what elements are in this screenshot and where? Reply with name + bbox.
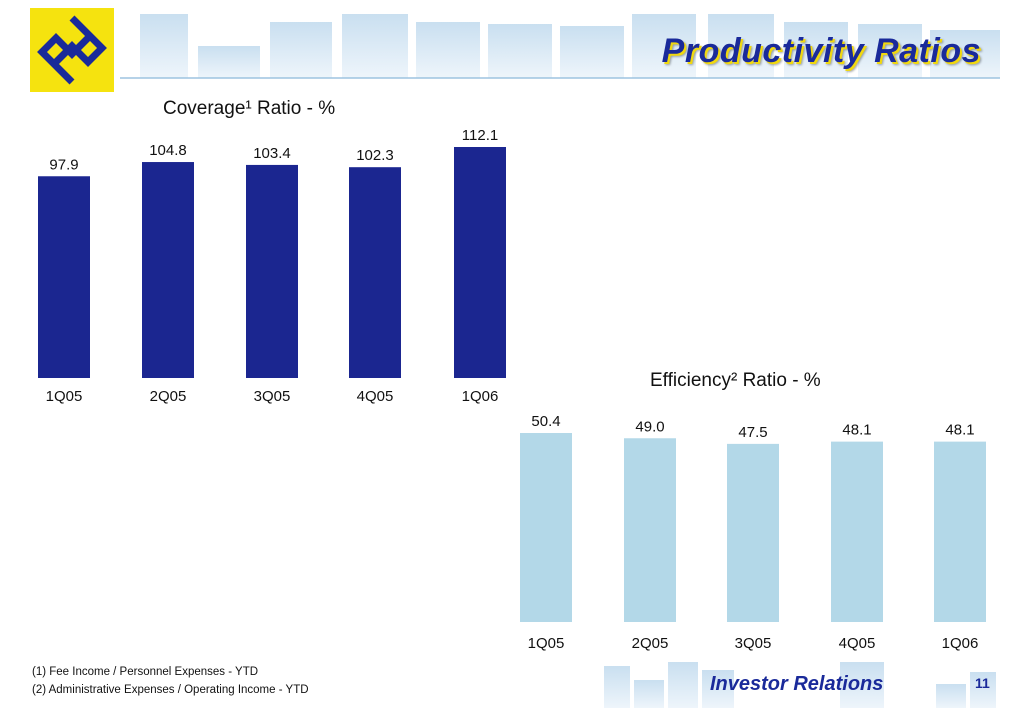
- page-title: Productivity Ratios: [661, 32, 981, 70]
- coverage-bar-3Q05: [246, 164, 298, 378]
- efficiency-bar-1Q05: [520, 433, 572, 622]
- efficiency-bar-2Q05: [624, 438, 676, 622]
- coverage-bar-1Q06: [454, 147, 506, 378]
- coverage-category-label: 4Q05: [357, 388, 394, 405]
- page-number: 11: [975, 675, 990, 691]
- efficiency-value-label: 47.5: [738, 424, 767, 441]
- coverage-value-label: 112.1: [462, 127, 498, 144]
- footnote-efficiency: (2) Administrative Expenses / Operating …: [32, 684, 309, 696]
- coverage-bar-4Q05: [349, 167, 401, 378]
- coverage-category-label: 3Q05: [254, 388, 291, 405]
- coverage-chart-title: Coverage¹ Ratio - %: [163, 98, 336, 119]
- efficiency-category-label: 1Q05: [528, 635, 565, 652]
- coverage-value-label: 97.9: [49, 156, 78, 173]
- coverage-value-label: 102.3: [356, 147, 394, 164]
- coverage-value-label: 103.4: [253, 145, 291, 162]
- coverage-category-label: 1Q06: [462, 388, 499, 405]
- coverage-category-label: 2Q05: [150, 388, 187, 405]
- coverage-bar-2Q05: [142, 162, 194, 378]
- header-banner: [120, 14, 1000, 79]
- efficiency-value-label: 50.4: [531, 413, 560, 430]
- coverage-value-label: 104.8: [149, 142, 187, 159]
- coverage-bar-1Q05: [38, 176, 90, 378]
- efficiency-value-label: 48.1: [945, 422, 974, 439]
- efficiency-value-label: 48.1: [842, 422, 871, 439]
- efficiency-bar-4Q05: [831, 441, 883, 622]
- efficiency-category-label: 4Q05: [839, 635, 876, 652]
- efficiency-category-label: 2Q05: [632, 635, 669, 652]
- efficiency-category-label: 1Q06: [942, 635, 979, 652]
- efficiency-bar-1Q06: [934, 441, 986, 622]
- efficiency-value-label: 49.0: [635, 418, 664, 435]
- coverage-category-label: 1Q05: [46, 388, 83, 405]
- efficiency-bar-3Q05: [727, 443, 779, 622]
- bank-logo: [30, 8, 114, 92]
- investor-relations-label: Investor Relations: [710, 673, 884, 695]
- efficiency-category-label: 3Q05: [735, 635, 772, 652]
- efficiency-chart-title: Efficiency² Ratio - %: [650, 370, 821, 391]
- footer-banner: [604, 662, 996, 708]
- footnote-coverage: (1) Fee Income / Personnel Expenses - YT…: [32, 666, 259, 678]
